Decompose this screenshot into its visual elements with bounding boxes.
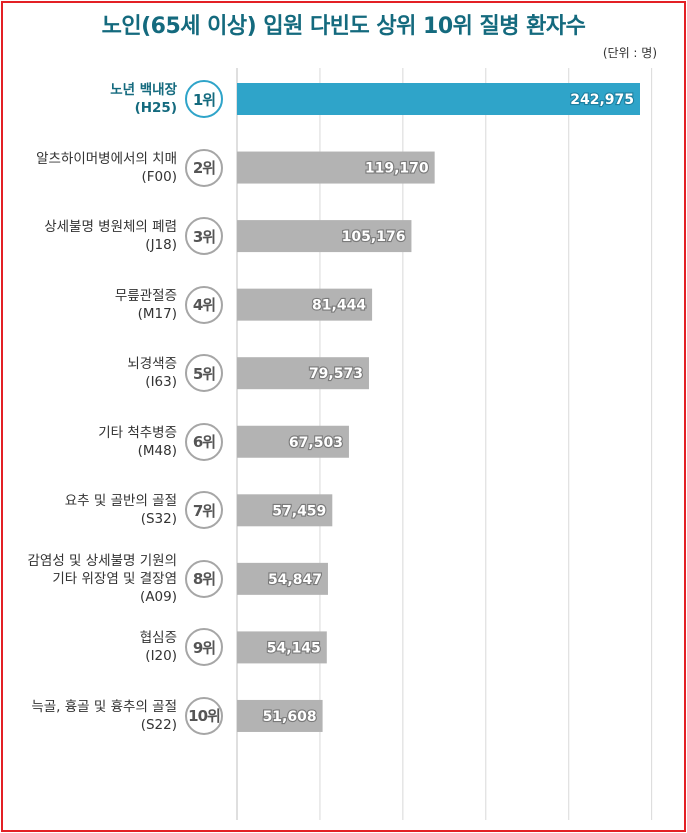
bar-value-label: 81,444: [312, 298, 366, 314]
rank-badge: 6위: [185, 422, 223, 461]
category-label-line: (A09): [140, 588, 177, 605]
rank-badge: 3위: [185, 217, 223, 256]
rank-badge: 1위: [185, 80, 223, 118]
bar-value-label: 242,975: [570, 92, 634, 108]
category-label-line: 무릎관절증: [114, 287, 177, 304]
chart-title: 노인(65세 이상) 입원 다빈도 상위 10위 질병 환자수: [101, 14, 586, 39]
category-label-line: 노년 백내장: [110, 82, 177, 98]
category-label-line: 기타 위장염 및 결장염: [52, 570, 177, 587]
category-label: 뇌경색증 (I63): [2, 355, 177, 391]
bar-value-label: 57,459: [272, 503, 326, 519]
bar-value-label: 54,145: [267, 640, 321, 656]
rank-badge: 7위: [185, 491, 223, 530]
rank-badge: 10위: [185, 696, 223, 735]
bar-value-label: 54,847: [268, 572, 322, 588]
category-label: 늑골, 흉골 및 흉추의 골절 (S22): [2, 698, 177, 734]
bar-value-label: 79,573: [309, 366, 363, 382]
category-label-line: (F00): [141, 168, 177, 185]
bar-7: [237, 494, 333, 527]
category-label-line: (M17): [137, 305, 177, 322]
unit-note: (단위 : 명): [602, 46, 657, 60]
bar-10: [237, 699, 323, 732]
category-label-line: 요추 및 골반의 골절: [64, 493, 177, 510]
category-label-line: (H25): [134, 100, 177, 116]
rank-badge: 2위: [185, 148, 223, 187]
category-label-line: (M48): [137, 442, 177, 459]
bar-value-label: 105,176: [342, 229, 406, 245]
category-label: 노년 백내장 (H25): [2, 81, 177, 117]
bar-3: [237, 220, 412, 253]
category-label-line: (S32): [140, 511, 177, 528]
category-label: 협심증 (I20): [2, 629, 177, 665]
bar-8: [237, 562, 328, 595]
rank-badge: 4위: [185, 285, 223, 324]
category-label-line: (I63): [145, 374, 177, 391]
bar-1: [237, 83, 640, 115]
rank-badge: 9위: [185, 628, 223, 667]
category-label-line: 감염성 및 상세불명 기원의: [27, 552, 178, 569]
category-label: 알츠하이머병에서의 치매 (F00): [2, 150, 177, 186]
category-label-line: 알츠하이머병에서의 치매: [36, 150, 177, 167]
category-label: 무릎관절증 (M17): [2, 287, 177, 323]
category-label: 요추 및 골반의 골절 (S32): [2, 492, 177, 528]
bar-5: [237, 357, 369, 390]
category-label: 상세불명 병원체의 폐렴 (J18): [2, 218, 177, 254]
category-label: 감염성 및 상세불명 기원의 기타 위장염 및 결장염 (A09): [2, 552, 178, 606]
category-label-line: (J18): [145, 237, 177, 254]
category-label-line: 기타 척추병증: [98, 424, 177, 441]
category-label-line: 협심증: [139, 630, 177, 647]
rank-badge: 5위: [185, 354, 223, 393]
bar-4: [237, 288, 373, 321]
bar-9: [237, 631, 327, 664]
category-label-line: 상세불명 병원체의 폐렴: [44, 219, 177, 236]
rank-badge: 8위: [185, 559, 223, 598]
category-label-line: (I20): [145, 648, 177, 665]
category-label-line: 늑골, 흉골 및 흉추의 골절: [31, 698, 177, 715]
category-label-line: 뇌경색증: [127, 356, 177, 373]
category-label-line: (S22): [140, 716, 177, 733]
bar-value-label: 51,608: [263, 709, 317, 725]
bar-6: [237, 425, 349, 458]
bar-2: [237, 151, 435, 184]
category-label: 기타 척추병증 (M48): [2, 424, 177, 460]
bar-value-label: 119,170: [365, 161, 429, 177]
bar-value-label: 67,503: [289, 435, 343, 451]
